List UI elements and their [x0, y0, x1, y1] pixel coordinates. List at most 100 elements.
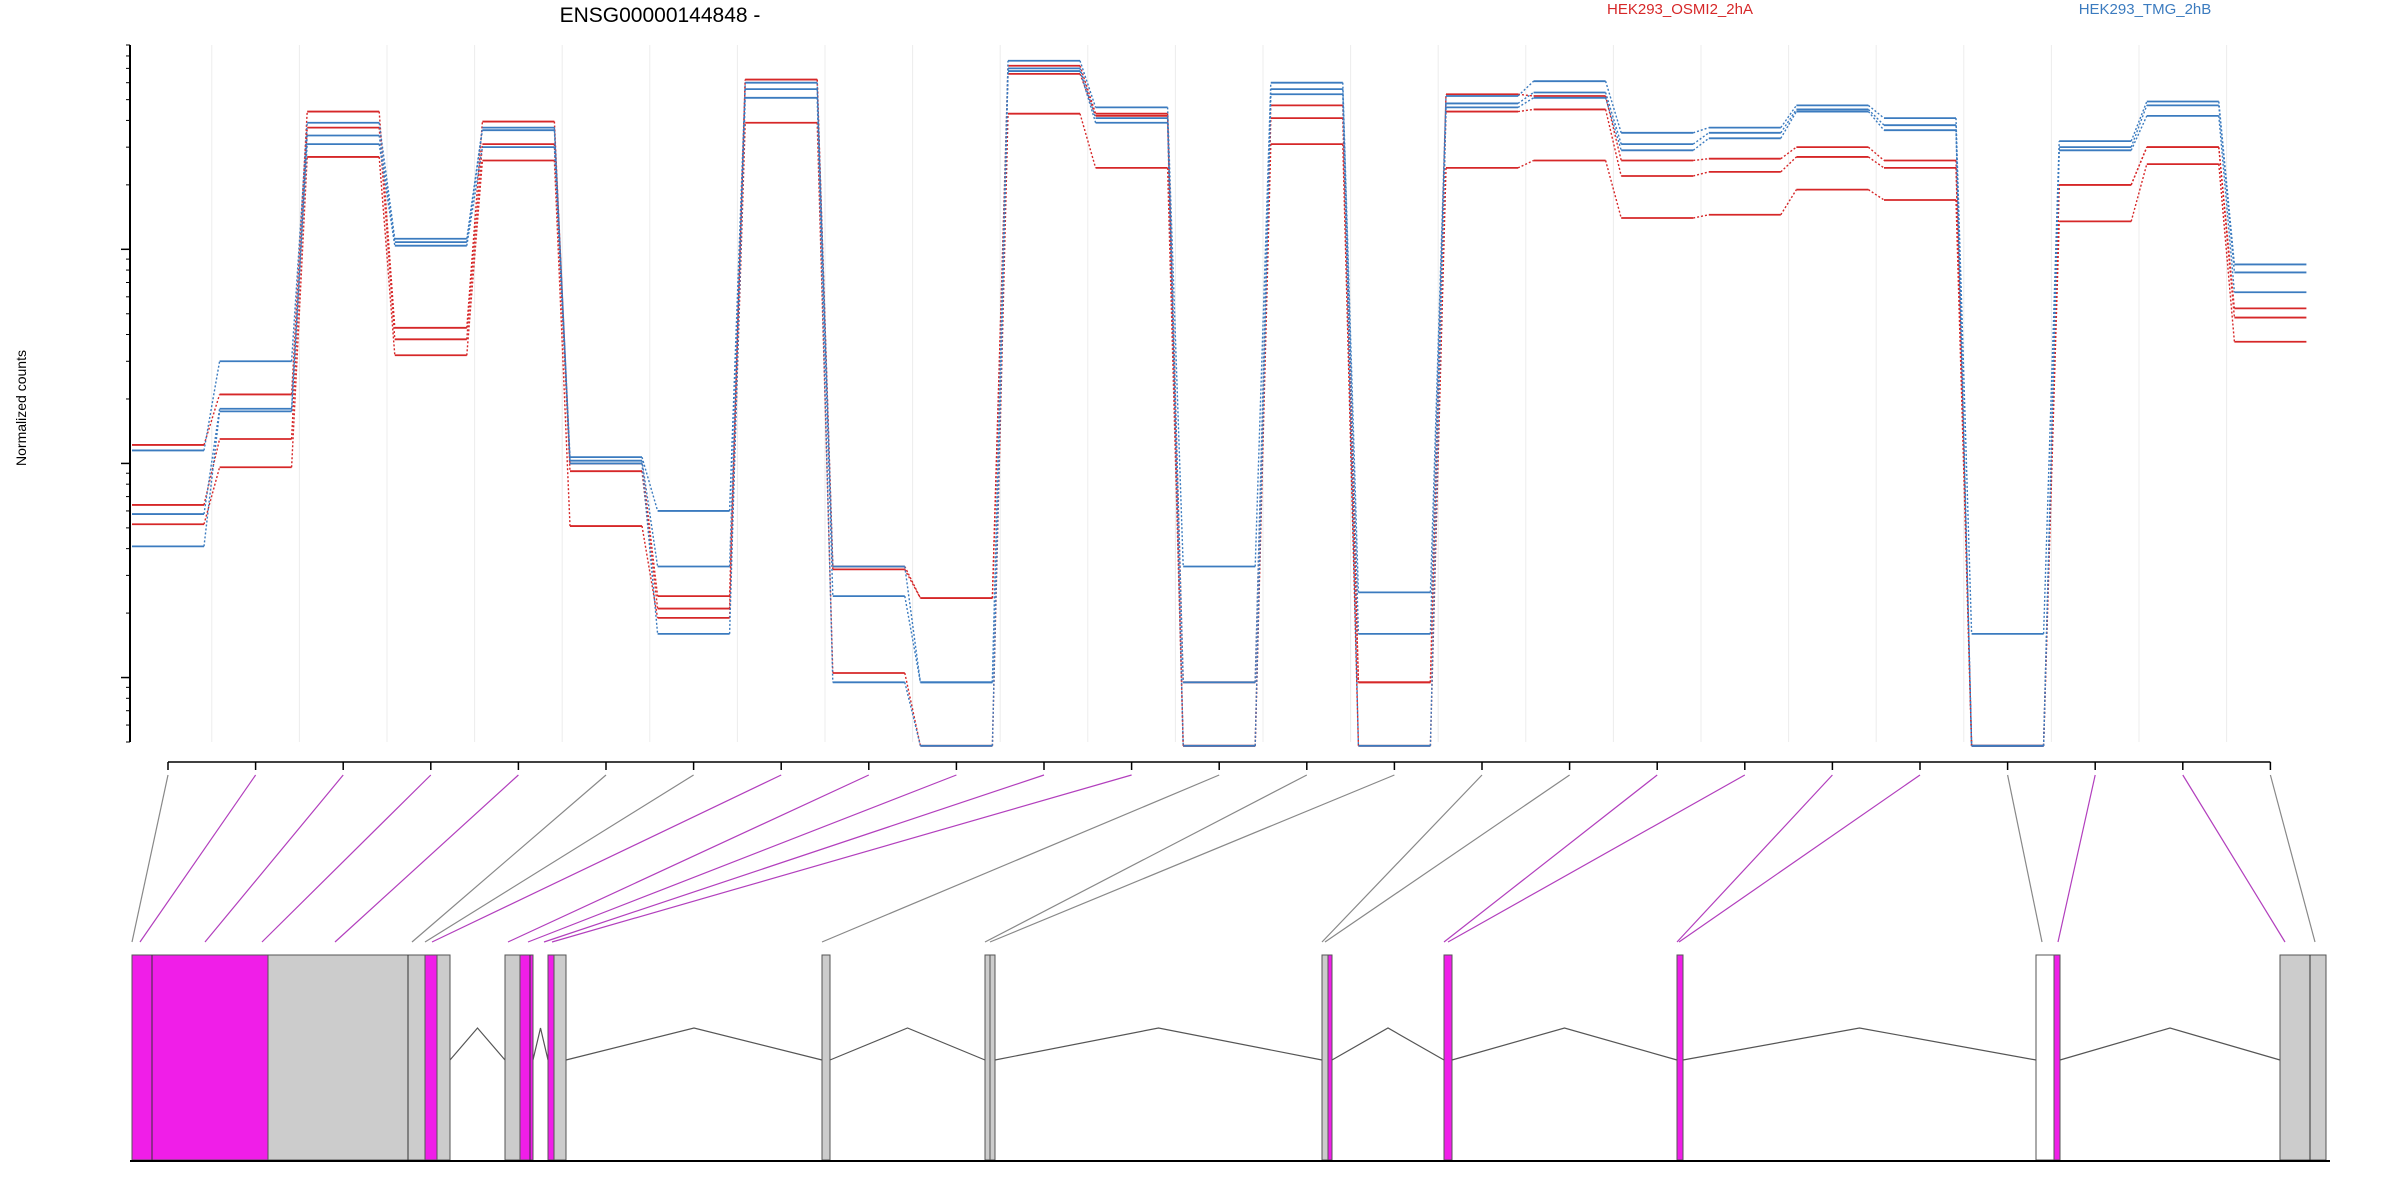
data-connector — [904, 672, 922, 746]
exon-link-e007 — [424, 774, 694, 943]
exon-link-e011 — [543, 774, 1045, 943]
data-connector — [1166, 167, 1184, 746]
data-connector — [1079, 68, 1097, 119]
series-hek293-tmg-2hb-4 — [132, 67, 2307, 747]
data-connector — [1867, 156, 1885, 169]
data-connector — [1079, 65, 1097, 114]
gene-model — [131, 954, 2327, 1161]
intron-line — [1331, 1027, 1445, 1061]
data-connector — [553, 160, 571, 527]
exon-link-e017 — [1324, 774, 1570, 943]
exon-block — [2279, 954, 2311, 1161]
data-connector — [2130, 163, 2148, 222]
data-connector — [1342, 94, 1360, 746]
data-connector — [2042, 150, 2060, 746]
data-connector — [203, 394, 221, 446]
data-connector — [1867, 111, 1885, 131]
y-axis-label: Normalized counts — [13, 350, 29, 466]
data-connector — [378, 111, 396, 328]
series-hek293-osmi2-2ha-0 — [132, 64, 2307, 747]
exon-link-e022 — [2007, 774, 2043, 943]
data-connector — [1868, 189, 1885, 201]
data-connector — [1780, 105, 1797, 129]
exon-block — [984, 954, 991, 1161]
data-connector — [378, 122, 396, 239]
data-connector — [378, 156, 396, 356]
exon-block — [407, 954, 426, 1161]
data-connector — [1517, 108, 1534, 113]
data-connector — [1429, 107, 1447, 746]
data-connector — [1517, 93, 1534, 97]
data-connector — [1166, 107, 1184, 567]
data-connector — [1517, 97, 1534, 109]
intron-line — [1451, 1027, 1678, 1061]
exon-block — [2035, 954, 2055, 1161]
data-connector — [1429, 95, 1447, 593]
exon-link-lines — [131, 774, 2316, 943]
data-connector — [2130, 101, 2148, 142]
data-connector — [1254, 82, 1272, 567]
exon-link-e015 — [989, 774, 1395, 943]
data-connector — [1166, 113, 1184, 683]
intron-line — [994, 1027, 1323, 1061]
data-connector — [1604, 80, 1622, 134]
data-connector — [1342, 82, 1360, 593]
data-connector — [1604, 92, 1622, 145]
exon-block — [989, 954, 996, 1161]
data-connector — [1955, 130, 1973, 746]
data-connector — [1517, 91, 1535, 105]
exon-link-e025 — [2269, 774, 2316, 943]
exon-block — [1443, 954, 1453, 1161]
data-connector — [378, 144, 396, 246]
data-connector — [1780, 146, 1797, 160]
x-gridlines — [211, 45, 2228, 742]
exon-link-e006 — [411, 774, 607, 943]
data-connector — [553, 147, 571, 464]
data-connector — [991, 71, 1009, 746]
series-hek293-osmi2-2ha-1 — [132, 72, 2307, 747]
data-connector — [816, 97, 834, 683]
exon-block — [2309, 954, 2327, 1161]
data-connector — [1517, 159, 1534, 169]
data-connector — [641, 460, 659, 567]
data-connector — [1429, 103, 1447, 634]
exon-block — [436, 954, 451, 1161]
data-connector — [1955, 118, 1973, 634]
data-connector — [1079, 70, 1097, 123]
exon-link-e023 — [2057, 774, 2096, 943]
data-connector — [1692, 137, 1710, 151]
series-hek293-osmi2-2ha-2 — [132, 112, 2307, 747]
data-connector — [466, 147, 484, 246]
exon-block — [1676, 954, 1684, 1161]
exon-link-e009 — [507, 774, 870, 943]
data-connector — [816, 82, 834, 567]
data-connector — [466, 144, 484, 340]
data-connector — [2130, 105, 2148, 148]
exon-block — [424, 954, 438, 1161]
exon-link-e005 — [334, 774, 519, 943]
data-connector — [290, 144, 308, 412]
data-connector — [203, 361, 221, 451]
exon-block — [504, 954, 521, 1161]
data-connector — [904, 569, 922, 599]
exon-link-e003 — [204, 774, 344, 943]
data-connector — [1254, 94, 1272, 746]
exon-link-e008 — [431, 774, 782, 943]
exon-block — [1327, 954, 1333, 1161]
chart-title: ENSG00000144848 - — [560, 4, 761, 27]
data-connector — [1780, 189, 1797, 216]
data-connector — [641, 525, 659, 618]
exon-block — [131, 954, 269, 1161]
data-connector — [466, 160, 484, 356]
exon-block — [821, 954, 831, 1161]
data-connector — [641, 471, 659, 609]
exon-link-e024 — [2182, 774, 2286, 943]
data-connector — [378, 127, 396, 340]
data-connector — [1342, 144, 1360, 746]
data-connector — [904, 566, 922, 683]
exon-link-e013 — [821, 774, 1220, 943]
intron-line — [532, 1027, 549, 1061]
series-lines — [132, 59, 2307, 747]
exon-link-e010 — [527, 774, 957, 943]
